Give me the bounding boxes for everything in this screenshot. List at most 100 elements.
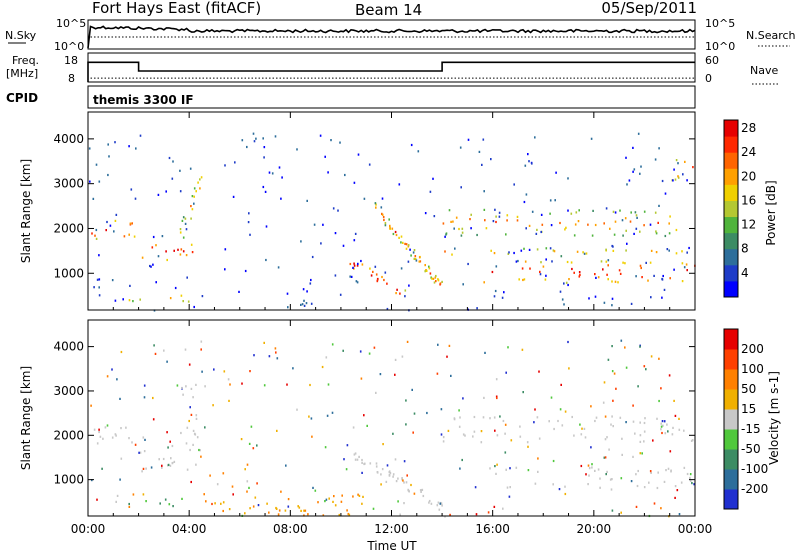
power-cell — [635, 214, 638, 217]
power-cell — [566, 260, 569, 264]
velocity-cell — [674, 414, 677, 417]
power-cell — [476, 307, 478, 310]
velocity-cell — [632, 404, 634, 407]
power-cell — [561, 298, 564, 301]
velocity-colorbar-tick: 100 — [741, 362, 764, 376]
velocity-cell — [161, 464, 163, 467]
power-cell — [592, 209, 594, 212]
velocity-cell — [407, 488, 409, 491]
power-cell — [107, 143, 109, 146]
power-cell — [658, 147, 660, 150]
power-cell — [404, 289, 407, 292]
velocity-cell — [134, 443, 137, 446]
velocity-cell — [292, 367, 294, 370]
velocity-cell — [381, 468, 384, 471]
power-cell — [361, 263, 364, 266]
power-cell — [177, 248, 179, 251]
power-cell — [132, 300, 134, 303]
velocity-cell — [228, 508, 231, 511]
velocity-cell — [594, 419, 596, 423]
power-cell — [384, 222, 387, 225]
velocity-cell — [362, 495, 364, 498]
velocity-cell — [446, 355, 448, 358]
power-cell — [619, 272, 622, 275]
velocity-cell — [167, 446, 169, 449]
velocity-cell — [244, 468, 246, 471]
velocity-cell — [538, 437, 541, 440]
power-cell — [306, 290, 308, 293]
velocity-cell — [584, 436, 587, 439]
power-cell — [182, 250, 185, 253]
velocity-cell — [142, 493, 145, 496]
power-cell — [529, 267, 531, 270]
velocity-cell — [325, 356, 328, 359]
velocity-cell — [653, 502, 656, 505]
power-cell — [666, 248, 669, 251]
velocity-cell — [201, 370, 203, 373]
velocity-cell — [166, 360, 168, 363]
power-cell — [244, 269, 247, 273]
velocity-cell — [195, 417, 198, 420]
velocity-cell — [186, 468, 189, 471]
power-cell — [271, 172, 274, 175]
cpid-label: CPID — [6, 91, 38, 105]
power-cell — [425, 269, 428, 272]
velocity-cell — [510, 439, 513, 442]
power-cell — [184, 217, 187, 220]
power-cell — [554, 199, 556, 202]
power-cell — [193, 195, 195, 198]
velocity-cell — [504, 432, 506, 435]
velocity-cell — [422, 494, 425, 498]
velocity-cell — [658, 357, 660, 360]
velocity-cell — [167, 463, 170, 466]
velocity-cell — [403, 502, 405, 505]
velocity-cell — [312, 486, 314, 489]
velocity-cell — [608, 448, 610, 451]
velocity-cell — [637, 469, 639, 473]
power-cell — [573, 234, 576, 237]
noise-panel-frame — [87, 19, 696, 50]
power-cell — [568, 278, 570, 281]
nave-label: Nave — [750, 64, 778, 77]
velocity-cell — [101, 467, 103, 470]
velocity-cell — [472, 435, 474, 438]
velocity-cell — [662, 424, 664, 427]
power-cell — [668, 222, 670, 225]
freq-label-line2: [MHz] — [6, 67, 38, 80]
velocity-cell — [169, 464, 172, 467]
power-cell — [681, 280, 684, 283]
power-y-tick-label: 3000 — [53, 177, 84, 191]
power-cell — [606, 273, 608, 276]
power-cell — [507, 252, 510, 255]
velocity-cell — [268, 355, 271, 358]
velocity-cell — [256, 444, 258, 447]
velocity-cell — [164, 498, 167, 501]
velocity-cell — [583, 427, 586, 430]
velocity-cell — [630, 480, 633, 483]
power-cell — [640, 165, 642, 168]
velocity-cell — [161, 466, 163, 469]
power-cell — [330, 139, 332, 142]
power-cell — [441, 280, 443, 283]
power-cell — [190, 243, 193, 246]
velocity-cell — [99, 435, 102, 438]
velocity-cell — [254, 496, 257, 499]
power-cell — [332, 207, 335, 210]
power-cell — [677, 162, 679, 165]
velocity-cell — [495, 472, 497, 475]
velocity-cell — [588, 474, 590, 477]
velocity-cell — [406, 474, 408, 477]
power-cell — [570, 212, 573, 215]
power-cell — [501, 296, 504, 299]
power-cell — [172, 160, 174, 163]
velocity-cell — [620, 339, 623, 342]
power-cell — [675, 159, 678, 162]
velocity-cell — [502, 419, 505, 423]
velocity-colorbar-label: Velocity [m s-1] — [767, 371, 781, 465]
power-cell — [654, 158, 657, 161]
velocity-cell — [170, 457, 172, 460]
power-cell — [141, 256, 144, 259]
power-cell — [622, 234, 624, 237]
x-tick-label: 00:00 — [678, 522, 713, 536]
